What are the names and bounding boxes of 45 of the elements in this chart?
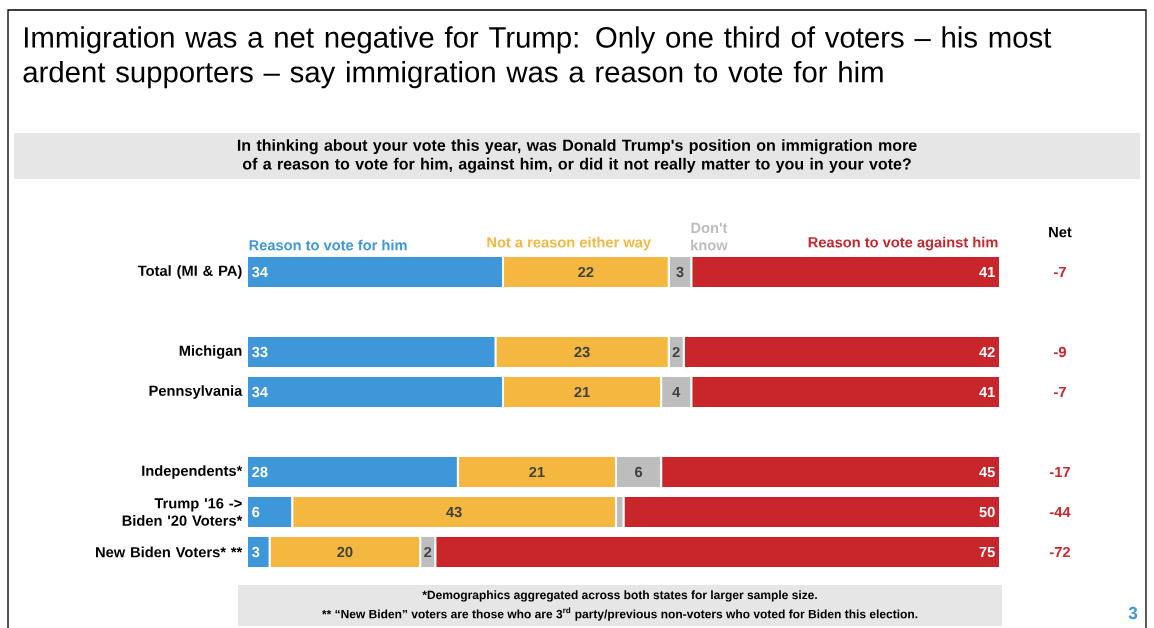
text: ** “New Biden” voters are those who are 3$^{rd}$ party/previous non-voters who voted for Biden this election. (321, 607, 918, 621)
data-label: 41 (979, 386, 995, 398)
data-label: 6 (635, 466, 643, 478)
text: -7 (1054, 386, 1066, 398)
chart-title: Immigration was a net negative for Trump: Only one third of voters – his most ardent supporters – say immigration was a reason to vote for him (23, 26, 1052, 89)
data-label: 23 (574, 346, 590, 358)
data-label: 42 (979, 346, 995, 358)
data-label: 43 (446, 506, 462, 518)
data-label: 2 (424, 546, 432, 558)
y-tick-label: Total (MI & PA) (137, 265, 242, 279)
data-label: 41 (979, 266, 995, 278)
y-tick-label: New Biden Voters* ** (96, 546, 243, 558)
series-label: Reason to vote against him (808, 236, 998, 251)
y-tick-label: Independents* (142, 465, 243, 479)
chart-subtitle: In thinking about your vote this year, was Donald Trump's position on immigration more of a reason to vote for him, against him, or did it not really matter to you in your vote? (237, 139, 917, 173)
data-label: 33 (252, 346, 268, 358)
data-label: 45 (979, 466, 995, 478)
data-label: 34 (252, 386, 268, 398)
data-label: 75 (979, 546, 995, 558)
text: *Demographics aggregated across both states for larger sample size. (422, 590, 817, 602)
data-label: 3 (252, 546, 260, 558)
data-label: 3 (676, 266, 684, 278)
text: Net (1049, 227, 1072, 238)
series-label: Not a reason either way (487, 236, 651, 251)
data-label: 6 (252, 506, 260, 518)
data-label: 22 (578, 266, 594, 278)
series-label: Don't know (691, 222, 728, 251)
text: -7 (1054, 266, 1066, 278)
text: -72 (1049, 546, 1071, 558)
data-label: 4 (672, 386, 681, 398)
text: -44 (1049, 506, 1071, 518)
data-label: 34 (252, 266, 268, 278)
y-tick-label: Pennsylvania (149, 385, 243, 399)
text: -9 (1054, 346, 1066, 358)
text: -17 (1049, 466, 1070, 478)
series-label: Reason to vote for him (249, 239, 407, 251)
y-tick-label: Trump '16 -> Biden '20 Voters* (122, 498, 243, 526)
data-label: 20 (337, 546, 353, 558)
data-label: 2 (672, 346, 680, 358)
data-label: 21 (574, 386, 590, 398)
y-tick-label: Michigan (179, 345, 242, 359)
data-label: 50 (979, 506, 995, 518)
text: 3 (1128, 606, 1138, 620)
data-label: 21 (529, 466, 545, 478)
data-label: 28 (252, 466, 268, 478)
